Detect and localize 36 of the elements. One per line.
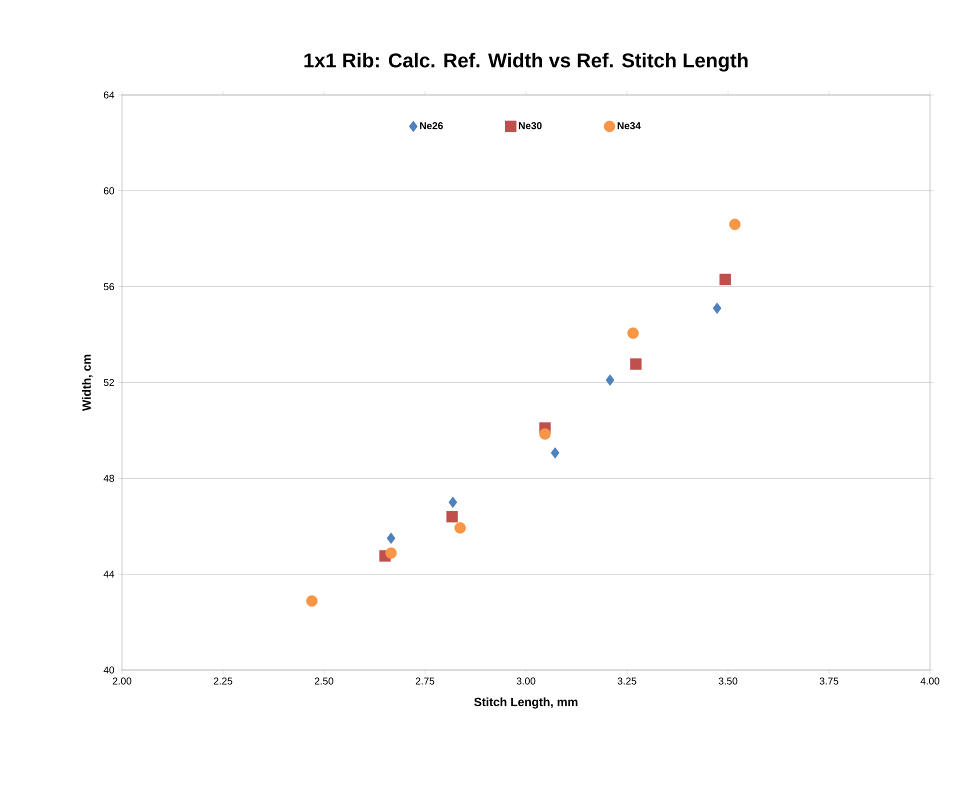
point — [454, 522, 466, 534]
legend-label: Ne34 — [618, 122, 641, 130]
x-tick-label: 3.25 — [618, 678, 636, 685]
point — [712, 302, 722, 314]
y-tick-label: 60 — [104, 187, 114, 194]
y-tick-label: 48 — [104, 474, 114, 482]
point — [606, 374, 614, 386]
x-tick-label: 2.00 — [112, 678, 132, 685]
legend-label: Ne30 — [518, 122, 542, 130]
x-tick-label: 3.00 — [516, 678, 536, 685]
x-tick-label: 4.00 — [920, 678, 940, 685]
point — [306, 595, 318, 607]
point — [385, 547, 397, 559]
x-tick-label: 3.50 — [718, 678, 738, 685]
x-tick-label: 2.25 — [214, 678, 232, 685]
x-tick-label: 3.75 — [820, 678, 838, 685]
point — [539, 428, 551, 440]
point — [719, 274, 731, 286]
x-axis-title: Stitch Length, mm — [474, 697, 578, 709]
legend-label: Ne26 — [420, 122, 443, 130]
point — [446, 510, 458, 522]
y-tick-label: 40 — [104, 666, 114, 674]
point — [386, 532, 396, 544]
y-tick-label: 44 — [104, 570, 114, 578]
point — [627, 327, 639, 339]
point — [729, 218, 741, 230]
y-tick-label: 52 — [104, 378, 114, 386]
x-tick-label: 2.75 — [416, 678, 434, 685]
point — [448, 496, 458, 508]
y-axis-title: Width, cm — [82, 354, 93, 411]
y-tick-label: 56 — [104, 283, 114, 290]
chart-title: 1x1 Rib: Calc. Ref. Width vs Ref. Stitch Length — [304, 52, 748, 72]
point — [630, 358, 642, 370]
x-tick-label: 2.50 — [314, 678, 334, 685]
y-tick-label: 64 — [104, 91, 114, 99]
point — [550, 447, 560, 459]
